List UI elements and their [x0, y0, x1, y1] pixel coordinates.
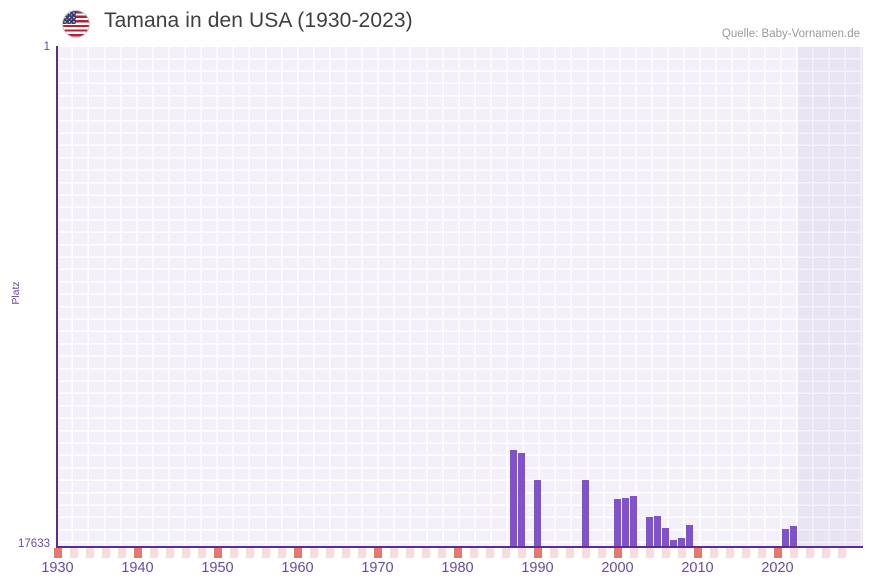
- x-tick-minor: [661, 548, 670, 558]
- x-axis-line: [56, 546, 863, 548]
- bar-series: [57, 47, 863, 547]
- x-tick-minor: [789, 548, 798, 558]
- x-tick-minor: [501, 548, 510, 558]
- x-tick-minor: [645, 548, 654, 558]
- x-tick-minor: [805, 548, 814, 558]
- bar[interactable]: [782, 529, 789, 547]
- x-tick-major: [373, 548, 382, 558]
- x-tick-minor: [549, 548, 558, 558]
- x-tick-minor: [405, 548, 414, 558]
- bar[interactable]: [630, 496, 637, 547]
- x-tick-major: [693, 548, 702, 558]
- x-tick-label: 1960: [281, 560, 314, 576]
- source-label: Quelle: Baby-Vornamen.de: [721, 28, 860, 40]
- bar[interactable]: [510, 450, 517, 547]
- plot-area: [57, 47, 863, 547]
- x-tick-minor: [837, 548, 846, 558]
- x-tick-label: 2010: [681, 560, 714, 576]
- bar[interactable]: [534, 480, 541, 547]
- chart-header: Tamana in den USA (1930-2023) Quelle: Ba…: [0, 0, 873, 46]
- x-tick-minor: [677, 548, 686, 558]
- x-tick-minor: [389, 548, 398, 558]
- y-tick-label-top: 1: [43, 41, 50, 53]
- x-tick-minor: [245, 548, 254, 558]
- x-tick-minor: [117, 548, 126, 558]
- x-tick-minor: [821, 548, 830, 558]
- x-tick-minor: [629, 548, 638, 558]
- x-tick-label: 2020: [761, 560, 794, 576]
- x-tick-minor: [229, 548, 238, 558]
- x-tick-minor: [181, 548, 190, 558]
- x-tick-minor: [437, 548, 446, 558]
- y-axis-line: [56, 46, 58, 548]
- x-tick-minor: [581, 548, 590, 558]
- x-tick-minor: [341, 548, 350, 558]
- bar[interactable]: [518, 453, 525, 547]
- x-tick-minor: [69, 548, 78, 558]
- bar[interactable]: [614, 499, 621, 547]
- bar[interactable]: [678, 538, 685, 547]
- bar[interactable]: [646, 517, 653, 547]
- bar[interactable]: [582, 480, 589, 547]
- x-tick-major: [773, 548, 782, 558]
- bar[interactable]: [662, 528, 669, 547]
- x-tick-label: 1980: [441, 560, 474, 576]
- x-tick-label: 2000: [601, 560, 634, 576]
- x-tick-label: 1950: [201, 560, 234, 576]
- x-tick-major: [133, 548, 142, 558]
- x-tick-minor: [517, 548, 526, 558]
- x-tick-minor: [741, 548, 750, 558]
- x-tick-minor: [709, 548, 718, 558]
- x-tick-minor: [325, 548, 334, 558]
- x-tick-minor: [261, 548, 270, 558]
- x-tick-label: 1970: [361, 560, 394, 576]
- x-tick-major: [613, 548, 622, 558]
- x-tick-major: [213, 548, 222, 558]
- x-tick-major: [453, 548, 462, 558]
- y-tick-label-bottom: 17633: [18, 538, 50, 550]
- bar[interactable]: [686, 525, 693, 547]
- y-axis-title: Platz: [10, 281, 22, 305]
- x-tick-minor: [757, 548, 766, 558]
- page-title: Tamana in den USA (1930-2023): [104, 9, 413, 32]
- x-tick-label: 1940: [121, 560, 154, 576]
- x-tick-minor: [565, 548, 574, 558]
- x-tick-label: 1990: [521, 560, 554, 576]
- x-tick-minor: [165, 548, 174, 558]
- x-tick-major: [53, 548, 62, 558]
- x-tick-minor: [101, 548, 110, 558]
- x-tick-major: [533, 548, 542, 558]
- x-tick-label: 1930: [41, 560, 74, 576]
- x-tick-minor: [197, 548, 206, 558]
- x-tick-minor: [149, 548, 158, 558]
- x-tick-minor: [309, 548, 318, 558]
- x-tick-minor: [277, 548, 286, 558]
- x-tick-minor: [469, 548, 478, 558]
- bar[interactable]: [670, 540, 677, 547]
- x-tick-major: [293, 548, 302, 558]
- x-tick-minor: [725, 548, 734, 558]
- x-tick-minor: [597, 548, 606, 558]
- x-tick-minor: [85, 548, 94, 558]
- x-tick-minor: [421, 548, 430, 558]
- bar[interactable]: [790, 526, 797, 547]
- us-flag-icon: [62, 10, 90, 38]
- bar[interactable]: [622, 498, 629, 547]
- x-tick-minor: [357, 548, 366, 558]
- bar[interactable]: [654, 516, 661, 547]
- x-tick-minor: [485, 548, 494, 558]
